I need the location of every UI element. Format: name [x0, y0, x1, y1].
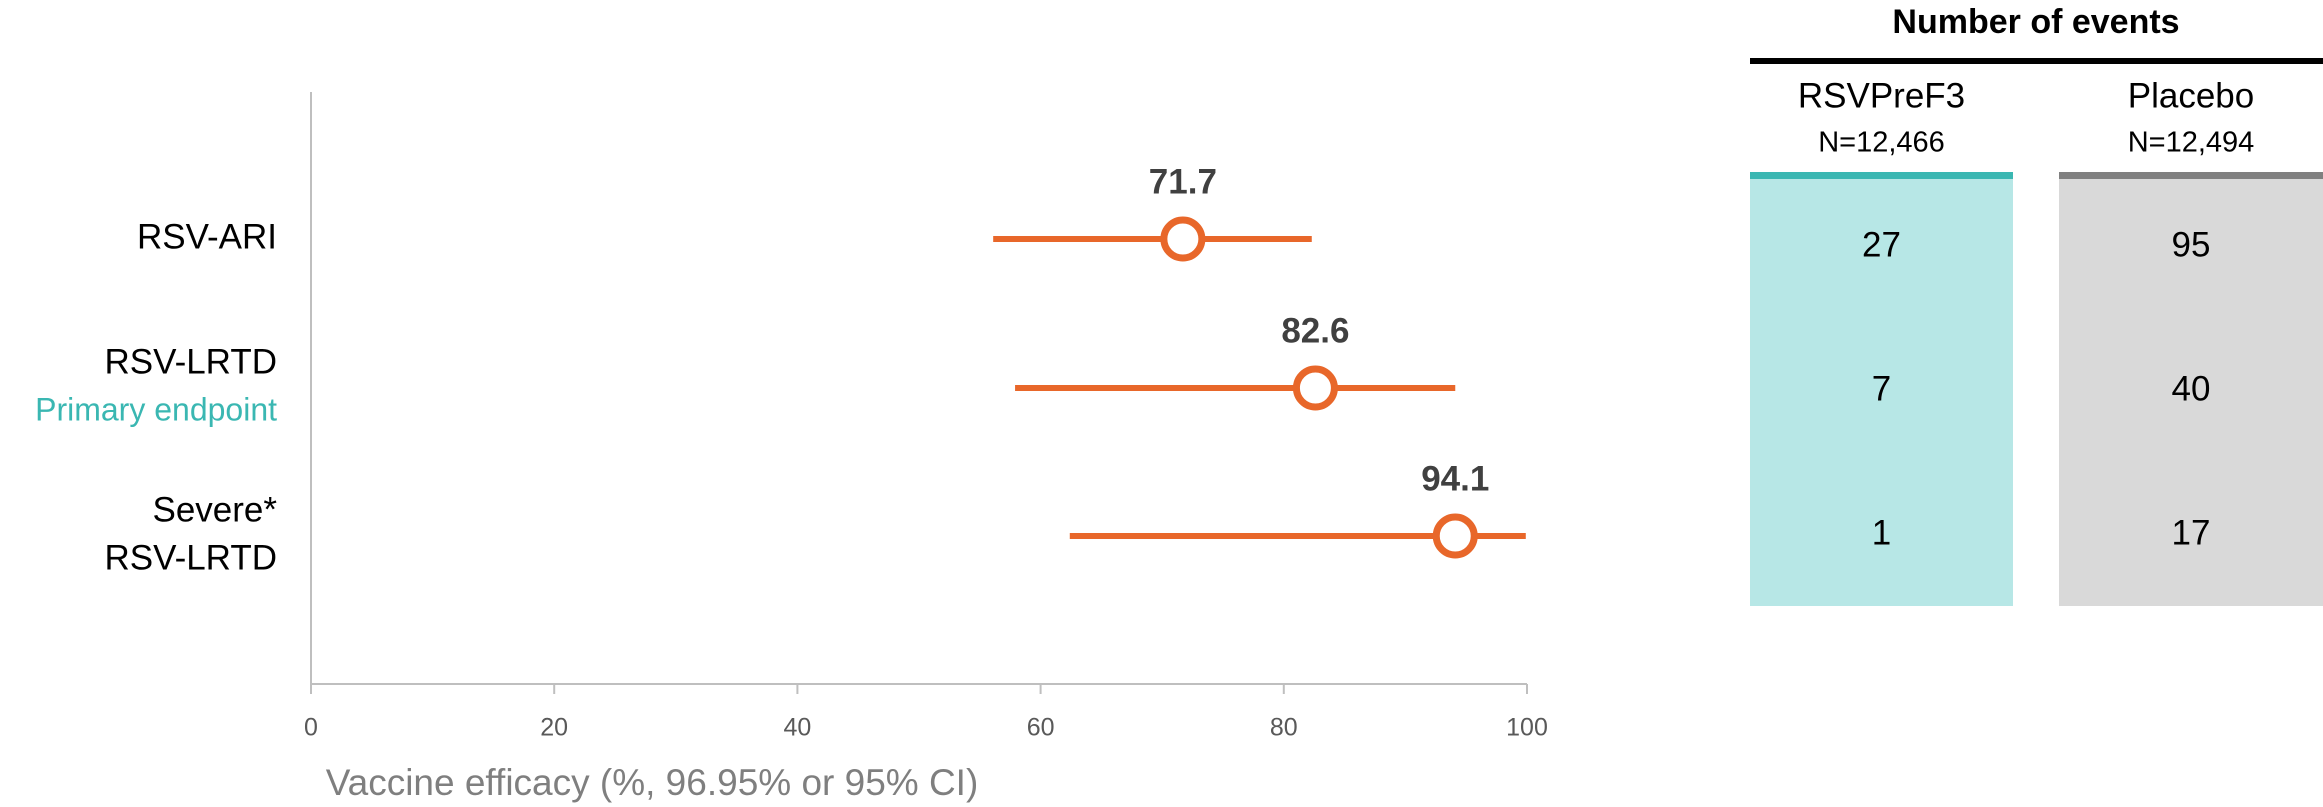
x-axis-title: Vaccine efficacy (%, 96.95% or 95% CI) — [326, 762, 979, 803]
table-cell: 95 — [2172, 225, 2211, 264]
value-label: 82.6 — [1281, 311, 1349, 350]
point-estimate — [1160, 216, 1206, 262]
category-label: RSV-ARI — [137, 217, 277, 256]
column-header: Placebo — [2128, 76, 2254, 115]
annotation: Primary endpoint — [35, 391, 277, 427]
value-label: 71.7 — [1149, 162, 1217, 201]
table-cell: 40 — [2172, 369, 2211, 408]
column-n: N=12,466 — [1818, 127, 1945, 159]
table-column — [2059, 175, 2323, 606]
value-label: 94.1 — [1421, 459, 1489, 498]
table-cell: 7 — [1872, 369, 1891, 408]
table-cell: 1 — [1872, 513, 1891, 552]
column-n: N=12,494 — [2128, 127, 2255, 159]
point-estimate — [1292, 365, 1338, 411]
table-cell: 17 — [2172, 513, 2211, 552]
category-label: RSV-LRTD — [105, 342, 277, 381]
point-estimate — [1432, 513, 1478, 559]
x-tick-label: 20 — [540, 714, 568, 742]
x-tick-label: 60 — [1027, 714, 1055, 742]
column-header: RSVPreF3 — [1798, 76, 1965, 115]
x-tick-label: 0 — [304, 714, 318, 742]
column-accent — [1750, 172, 2013, 179]
table-cell: 27 — [1862, 225, 1901, 264]
table-title: Number of events — [1892, 3, 2179, 41]
x-tick-label: 80 — [1270, 714, 1298, 742]
column-accent — [2059, 172, 2323, 179]
category-label: Severe* — [152, 490, 277, 529]
x-tick-label: 40 — [783, 714, 811, 742]
table-column — [1750, 175, 2013, 606]
x-tick-label: 100 — [1506, 714, 1548, 742]
category-label: RSV-LRTD — [105, 538, 277, 577]
